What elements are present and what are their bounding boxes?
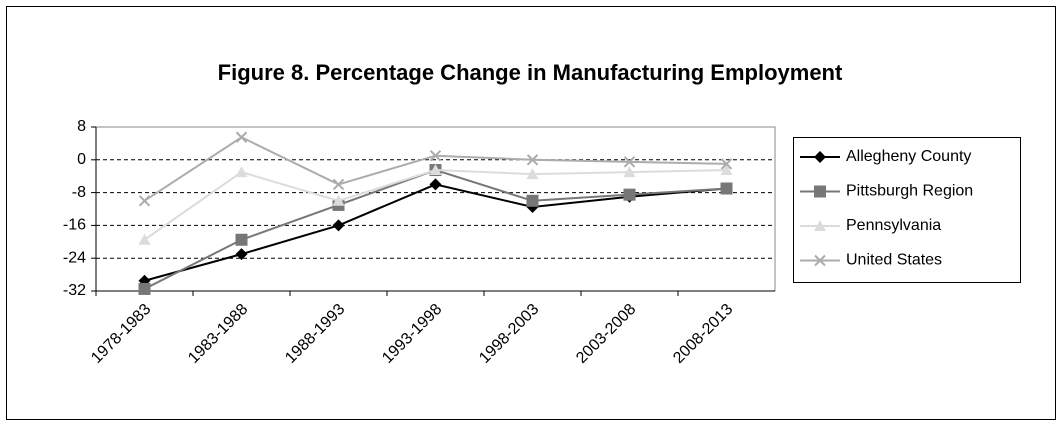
point: [332, 178, 345, 191]
point: [138, 195, 151, 207]
legend-label: United States: [846, 252, 942, 269]
point: [235, 166, 248, 178]
y-tick-label: -8: [72, 184, 86, 201]
point: [526, 168, 539, 180]
point: [332, 219, 345, 232]
point: [332, 194, 345, 206]
point: [429, 164, 442, 176]
point: [429, 178, 442, 191]
y-tick-label: -16: [63, 217, 86, 234]
point: [623, 166, 636, 178]
point: [720, 158, 733, 170]
point: [720, 164, 733, 176]
point: [526, 194, 539, 207]
legend-marker: [814, 254, 826, 267]
y-tick-label: 0: [77, 151, 86, 168]
legend-box: [793, 137, 1021, 283]
point: [526, 154, 539, 166]
legend-marker: [814, 151, 826, 163]
legend-marker: [814, 185, 826, 198]
point: [623, 188, 636, 201]
legend-label: Pennsylvania: [846, 217, 941, 234]
point: [623, 156, 636, 168]
legend-label: Pittsburgh Region: [846, 183, 973, 200]
y-tick-label: -32: [63, 282, 86, 299]
legend-label: Allegheny County: [846, 148, 971, 165]
point: [138, 282, 151, 295]
y-tick-label: -24: [63, 249, 86, 266]
point: [235, 248, 248, 261]
chart-title: Figure 8. Percentage Change in Manufactu…: [218, 60, 843, 85]
point: [235, 233, 248, 246]
point: [138, 233, 151, 245]
point: [429, 149, 442, 162]
legend-marker: [814, 220, 826, 231]
y-tick-label: 8: [77, 118, 86, 135]
point: [720, 182, 733, 195]
point: [235, 131, 248, 143]
